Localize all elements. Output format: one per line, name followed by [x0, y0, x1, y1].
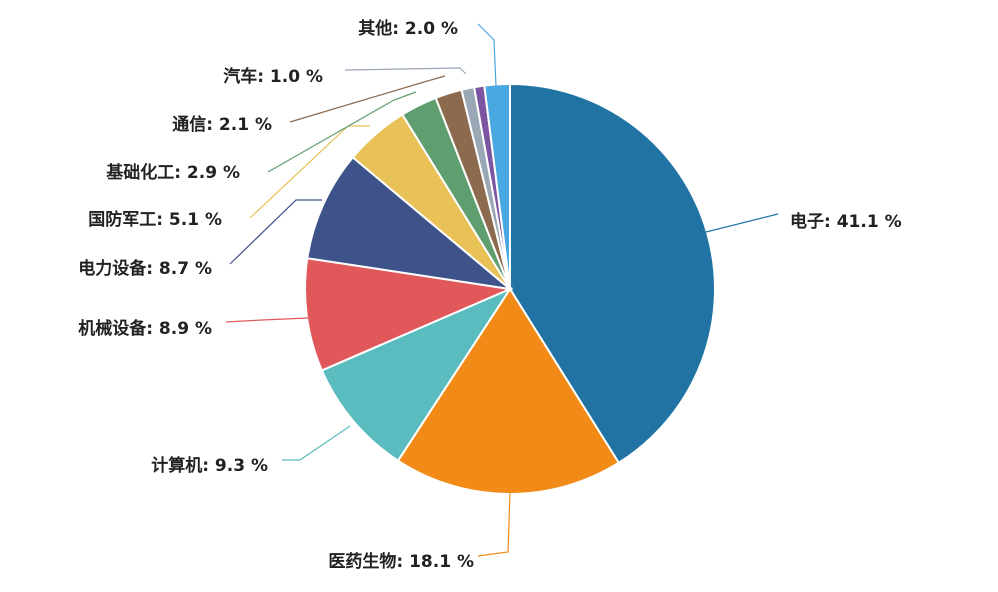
- leader-line-计算机: [282, 425, 351, 461]
- pie-slice-其他: [483, 82, 511, 290]
- slice-label-医药生物: 医药生物: 18.1 %: [328, 551, 474, 572]
- pie-slices: [304, 82, 716, 495]
- leader-line-通信: [289, 75, 446, 123]
- leader-line-机械设备: [225, 317, 309, 323]
- slice-label-机械设备: 机械设备: 8.9 %: [78, 318, 212, 339]
- slice-label-其他: 其他: 2.0 %: [358, 18, 458, 39]
- leader-line-电子: [705, 213, 779, 233]
- pie-slice-电力设备: [306, 155, 514, 291]
- leader-line-其他: [477, 23, 497, 87]
- leader-lines: [225, 23, 779, 557]
- pie-slice-电子: [509, 82, 716, 465]
- pie-slice-机械设备: [304, 257, 514, 372]
- slice-label-电力设备: 电力设备: 8.7 %: [78, 258, 212, 279]
- slice-label-基础化工: 基础化工: 2.9 %: [105, 162, 240, 183]
- slice-label-国防军工: 国防军工: 5.1 %: [88, 209, 222, 230]
- slice-label-计算机: 计算机: 9.3 %: [151, 455, 268, 476]
- leader-line-医药生物: [477, 491, 511, 557]
- pie-slice-医药生物: [396, 287, 621, 495]
- slice-label-电子: 电子: 41.1 %: [790, 211, 902, 232]
- slice-label-通信: 通信: 2.1 %: [172, 114, 272, 135]
- pie-slice-计算机: [320, 286, 513, 463]
- slice-labels: 电子: 41.1 % 医药生物: 18.1 % 计算机: 9.3 % 机械设备: 8.…: [78, 18, 901, 572]
- leader-line-汽车: [344, 67, 467, 75]
- leader-line-基础化工: [267, 91, 417, 173]
- leader-line-电力设备: [229, 199, 322, 265]
- slice-label-汽车: 汽车: 1.0 %: [223, 66, 323, 87]
